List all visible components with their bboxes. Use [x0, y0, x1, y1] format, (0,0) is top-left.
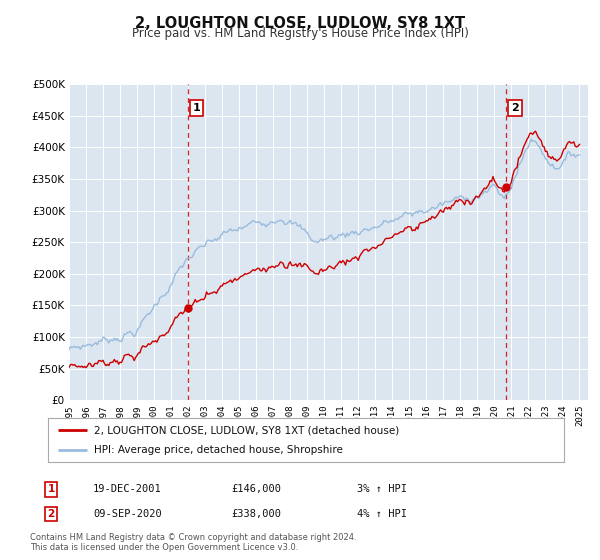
Text: 19-DEC-2001: 19-DEC-2001: [93, 484, 162, 494]
Text: Contains HM Land Registry data © Crown copyright and database right 2024.: Contains HM Land Registry data © Crown c…: [30, 533, 356, 542]
Text: 1: 1: [47, 484, 55, 494]
Text: 3% ↑ HPI: 3% ↑ HPI: [357, 484, 407, 494]
Text: 1: 1: [193, 103, 200, 113]
Text: 2, LOUGHTON CLOSE, LUDLOW, SY8 1XT: 2, LOUGHTON CLOSE, LUDLOW, SY8 1XT: [135, 16, 465, 31]
Text: 2, LOUGHTON CLOSE, LUDLOW, SY8 1XT (detached house): 2, LOUGHTON CLOSE, LUDLOW, SY8 1XT (deta…: [94, 425, 400, 435]
Text: 09-SEP-2020: 09-SEP-2020: [93, 509, 162, 519]
Text: Price paid vs. HM Land Registry's House Price Index (HPI): Price paid vs. HM Land Registry's House …: [131, 27, 469, 40]
Text: HPI: Average price, detached house, Shropshire: HPI: Average price, detached house, Shro…: [94, 445, 343, 455]
Text: £338,000: £338,000: [231, 509, 281, 519]
Text: 2: 2: [511, 103, 519, 113]
Text: £146,000: £146,000: [231, 484, 281, 494]
Text: 2: 2: [47, 509, 55, 519]
Text: This data is licensed under the Open Government Licence v3.0.: This data is licensed under the Open Gov…: [30, 543, 298, 552]
Text: 4% ↑ HPI: 4% ↑ HPI: [357, 509, 407, 519]
